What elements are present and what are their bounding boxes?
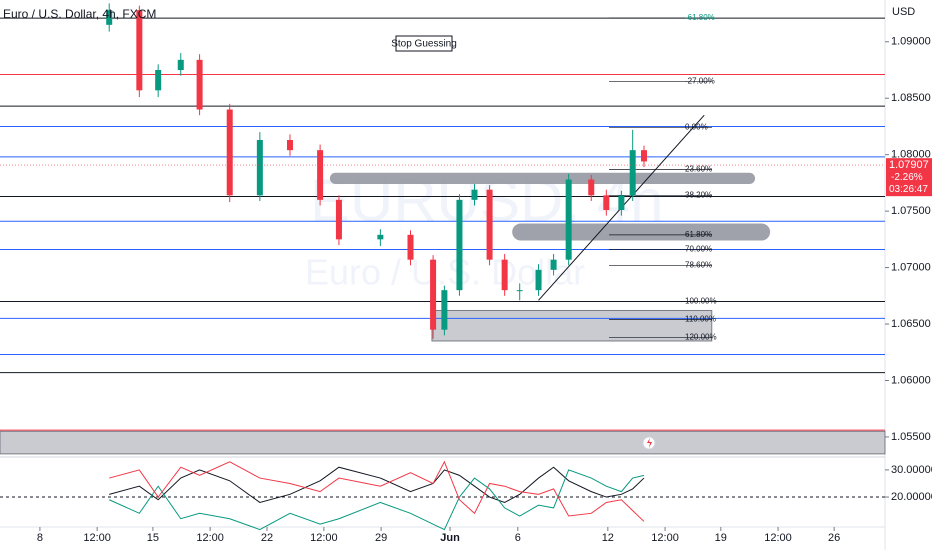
x-tick-label: 6 [515, 532, 521, 544]
y-tick-label: 1.08000 [891, 149, 931, 161]
candle-body [618, 195, 625, 210]
indicator-line [109, 469, 645, 531]
fib-label: 110.00% [685, 315, 716, 324]
x-tick-label: 12:00 [310, 532, 338, 544]
x-tick-label: 26 [828, 532, 840, 544]
x-tick-label: Jun [440, 532, 460, 544]
y-tick-label: 1.07500 [891, 205, 931, 217]
candle-body [317, 150, 324, 200]
zone [512, 223, 771, 241]
candle-body [155, 70, 162, 91]
fib-label: 23.60% [685, 164, 712, 173]
candle-body [565, 179, 572, 260]
y-tick-label: 1.08500 [891, 92, 931, 104]
candle-body [501, 259, 508, 291]
price-change: -2.26% [891, 172, 923, 183]
countdown: 03:26:47 [889, 184, 928, 195]
indicator-line [109, 466, 645, 504]
candle-body [456, 199, 463, 291]
x-tick-label: 12:00 [651, 532, 679, 544]
candle-body [629, 150, 636, 196]
candle-body [286, 140, 293, 151]
x-tick-label: 12:00 [764, 532, 792, 544]
y-tick-label: 1.09000 [891, 36, 931, 48]
annotation: Stop Guessing [391, 39, 457, 50]
last-price: 1.07907 [889, 159, 929, 171]
candle-body [256, 140, 263, 196]
candle-body [550, 259, 557, 270]
indicator-tick-label: 20.00000 [891, 491, 932, 503]
candle-body [335, 199, 342, 240]
candle-body [106, 10, 113, 25]
fib-label: -61.80% [685, 13, 715, 22]
chart-title: Euro / U.S. Dollar, 4h, FXCM [3, 7, 156, 21]
y-tick-label: 1.07000 [891, 261, 931, 273]
alert-bolt [647, 438, 652, 448]
currency: USD [892, 6, 915, 18]
x-tick-label: 8 [37, 532, 43, 544]
candle-body [407, 234, 414, 260]
x-tick-label: 29 [375, 532, 387, 544]
candle-body [535, 269, 542, 291]
candle-body [588, 179, 595, 196]
zone [329, 172, 756, 185]
candle-body [226, 109, 233, 196]
candle-body [430, 259, 437, 330]
annotation-box [395, 35, 453, 52]
x-tick-label: 12:00 [83, 532, 111, 544]
y-tick-label: 1.06000 [891, 374, 931, 386]
fib-label: 78.60% [685, 260, 712, 269]
candle-body [136, 10, 143, 91]
y-tick-label: 1.05500 [891, 431, 931, 443]
x-tick-label: 19 [715, 532, 727, 544]
candle-body [196, 59, 203, 110]
candle-body [471, 189, 478, 200]
candle-body [377, 234, 384, 240]
fib-label: 0.00% [685, 123, 708, 132]
fib-label: 100.00% [685, 297, 717, 306]
candle-body [640, 150, 647, 162]
fib-label: 61.80% [685, 230, 712, 239]
candle-body [441, 290, 448, 330]
candle-body [516, 290, 523, 292]
indicator-tick-label: 30.00000 [891, 464, 932, 476]
candle-body [486, 189, 493, 260]
y-tick-label: 1.06500 [891, 318, 931, 330]
candle-body [603, 195, 610, 210]
fib-label: -27.00% [685, 76, 715, 85]
price-badge [886, 158, 932, 197]
candle-body [177, 59, 184, 70]
zone [0, 430, 886, 455]
zone [431, 309, 713, 342]
x-tick-label: 15 [147, 532, 159, 544]
x-tick-label: 22 [261, 532, 273, 544]
x-tick-label: 12:00 [196, 532, 224, 544]
fib-label: 38.20% [685, 190, 712, 199]
fib-label: 120.00% [685, 333, 717, 342]
x-tick-label: 12 [602, 532, 614, 544]
indicator-line [109, 460, 645, 522]
watermark-sub: Euro / U.S. Dollar [305, 252, 585, 293]
fib-label: 70.00% [685, 245, 712, 254]
